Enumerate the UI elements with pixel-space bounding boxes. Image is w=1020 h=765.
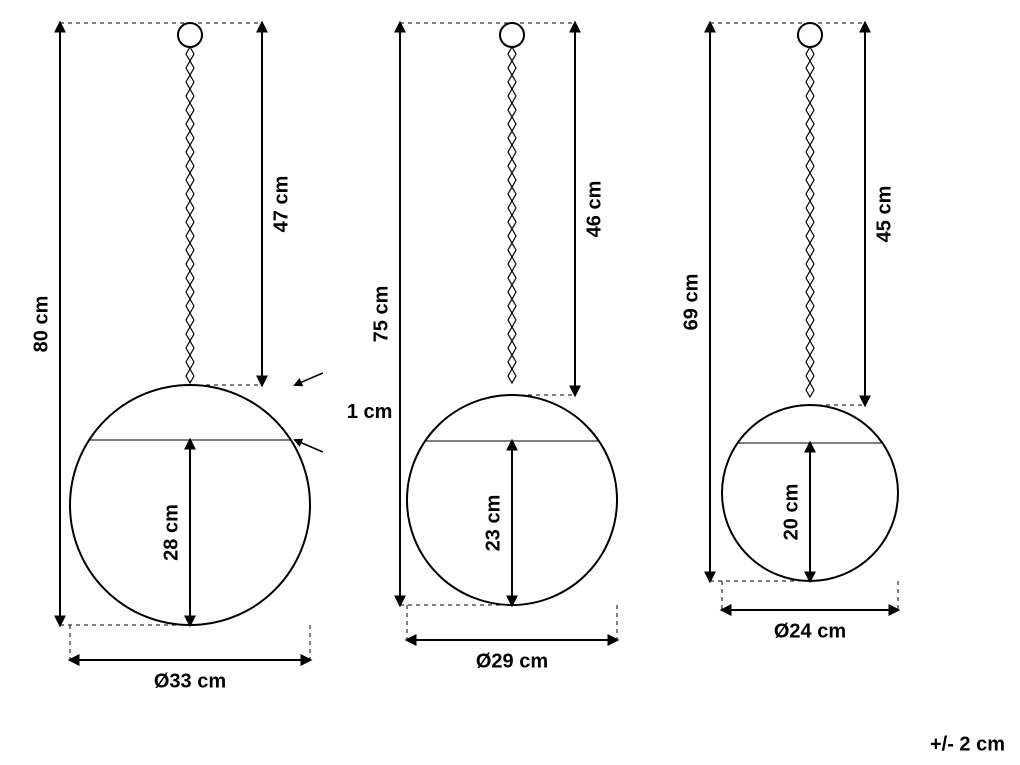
- diagram-container: 80 cm 47 cm 28 cm Ø33 cm 1 cm 75 cm 46 cm 23 cm…: [0, 0, 1020, 765]
- svg-text:69 cm: 69 cm: [680, 274, 702, 331]
- svg-text:28 cm: 28 cm: [160, 504, 182, 561]
- svg-text:23 cm: 23 cm: [482, 495, 504, 552]
- svg-text:+/- 2 cm: +/- 2 cm: [930, 733, 1005, 755]
- svg-text:1 cm: 1 cm: [347, 401, 393, 423]
- svg-text:46 cm: 46 cm: [583, 181, 605, 238]
- svg-text:Ø24 cm: Ø24 cm: [774, 620, 846, 642]
- svg-text:75 cm: 75 cm: [370, 286, 392, 343]
- svg-text:80 cm: 80 cm: [30, 296, 52, 353]
- dimension-diagram: 80 cm 47 cm 28 cm Ø33 cm 1 cm 75 cm 46 cm 23 cm…: [0, 0, 1020, 765]
- svg-text:45 cm: 45 cm: [873, 186, 895, 243]
- svg-text:47 cm: 47 cm: [270, 176, 292, 233]
- svg-text:20 cm: 20 cm: [780, 484, 802, 541]
- svg-text:Ø33 cm: Ø33 cm: [154, 670, 226, 692]
- svg-text:Ø29 cm: Ø29 cm: [476, 650, 548, 672]
